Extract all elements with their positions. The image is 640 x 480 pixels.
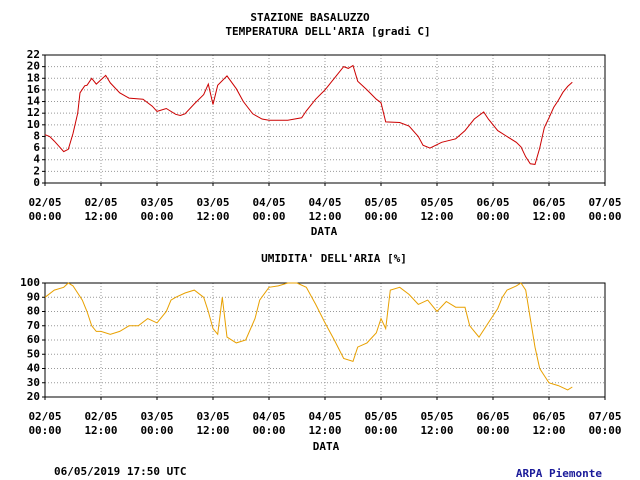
x-tick-label: 06/05 00:00	[476, 410, 509, 437]
y-tick-label: 60	[27, 333, 40, 346]
x-tick-label: 07/05 00:00	[588, 410, 621, 437]
y-tick-label: 40	[27, 362, 40, 375]
y-tick-label: 20	[27, 60, 40, 73]
x-tick-label: 02/05 12:00	[84, 196, 117, 223]
y-tick-label: 22	[27, 48, 40, 61]
y-tick-label: 16	[27, 83, 41, 96]
chart-subtitle: UMIDITA' DELL'ARIA [%]	[261, 252, 407, 265]
y-tick-label: 90	[27, 290, 40, 303]
y-tick-label: 4	[33, 153, 40, 166]
plot-frame	[44, 54, 606, 184]
x-tick-label: 03/05 00:00	[140, 196, 173, 223]
y-tick-label: 20	[27, 390, 40, 403]
x-tick-label: 03/05 12:00	[196, 196, 229, 223]
source: ARPA Piemonte	[516, 467, 602, 480]
y-tick-label: 14	[27, 95, 41, 108]
x-tick-label: 06/05 12:00	[532, 410, 565, 437]
x-tick-label: 06/05 12:00	[532, 196, 565, 223]
y-tick-label: 80	[27, 305, 40, 318]
x-axis-label: DATA	[311, 225, 338, 238]
x-tick-label: 05/05 12:00	[420, 410, 453, 437]
x-tick-label: 03/05 00:00	[140, 410, 173, 437]
y-tick-label: 18	[27, 71, 40, 84]
x-tick-label: 03/05 12:00	[196, 410, 229, 437]
y-tick-label: 12	[27, 106, 40, 119]
x-tick-label: 02/05 12:00	[84, 410, 117, 437]
y-tick-label: 10	[27, 118, 40, 131]
x-tick-label: 06/05 00:00	[476, 196, 509, 223]
data-line	[44, 64, 573, 165]
y-tick-label: 2	[33, 164, 40, 177]
x-tick-label: 07/05 00:00	[588, 196, 621, 223]
x-tick-label: 04/05 12:00	[308, 196, 341, 223]
x-axis-label: DATA	[313, 440, 340, 453]
x-tick-label: 02/05 00:00	[28, 410, 61, 437]
y-tick-label: 100	[20, 276, 40, 289]
y-tick-label: 70	[27, 319, 40, 332]
plot-frame	[44, 282, 606, 398]
y-tick-label: 30	[27, 376, 40, 389]
y-tick-label: 8	[33, 129, 40, 142]
timestamp: 06/05/2019 17:50 UTC	[54, 465, 186, 478]
x-tick-label: 04/05 12:00	[308, 410, 341, 437]
y-tick-label: 50	[27, 347, 40, 360]
x-tick-label: 05/05 00:00	[364, 196, 397, 223]
chart-title: STAZIONE BASALUZZO	[250, 11, 370, 24]
y-tick-label: 6	[33, 141, 40, 154]
data-line	[44, 282, 573, 391]
x-tick-label: 04/05 00:00	[252, 410, 285, 437]
x-tick-label: 05/05 12:00	[420, 196, 453, 223]
y-tick-label: 0	[33, 176, 40, 189]
chart-subtitle: TEMPERATURA DELL'ARIA [gradi C]	[225, 25, 430, 38]
x-tick-label: 05/05 00:00	[364, 410, 397, 437]
x-tick-label: 02/05 00:00	[28, 196, 61, 223]
x-tick-label: 04/05 00:00	[252, 196, 285, 223]
